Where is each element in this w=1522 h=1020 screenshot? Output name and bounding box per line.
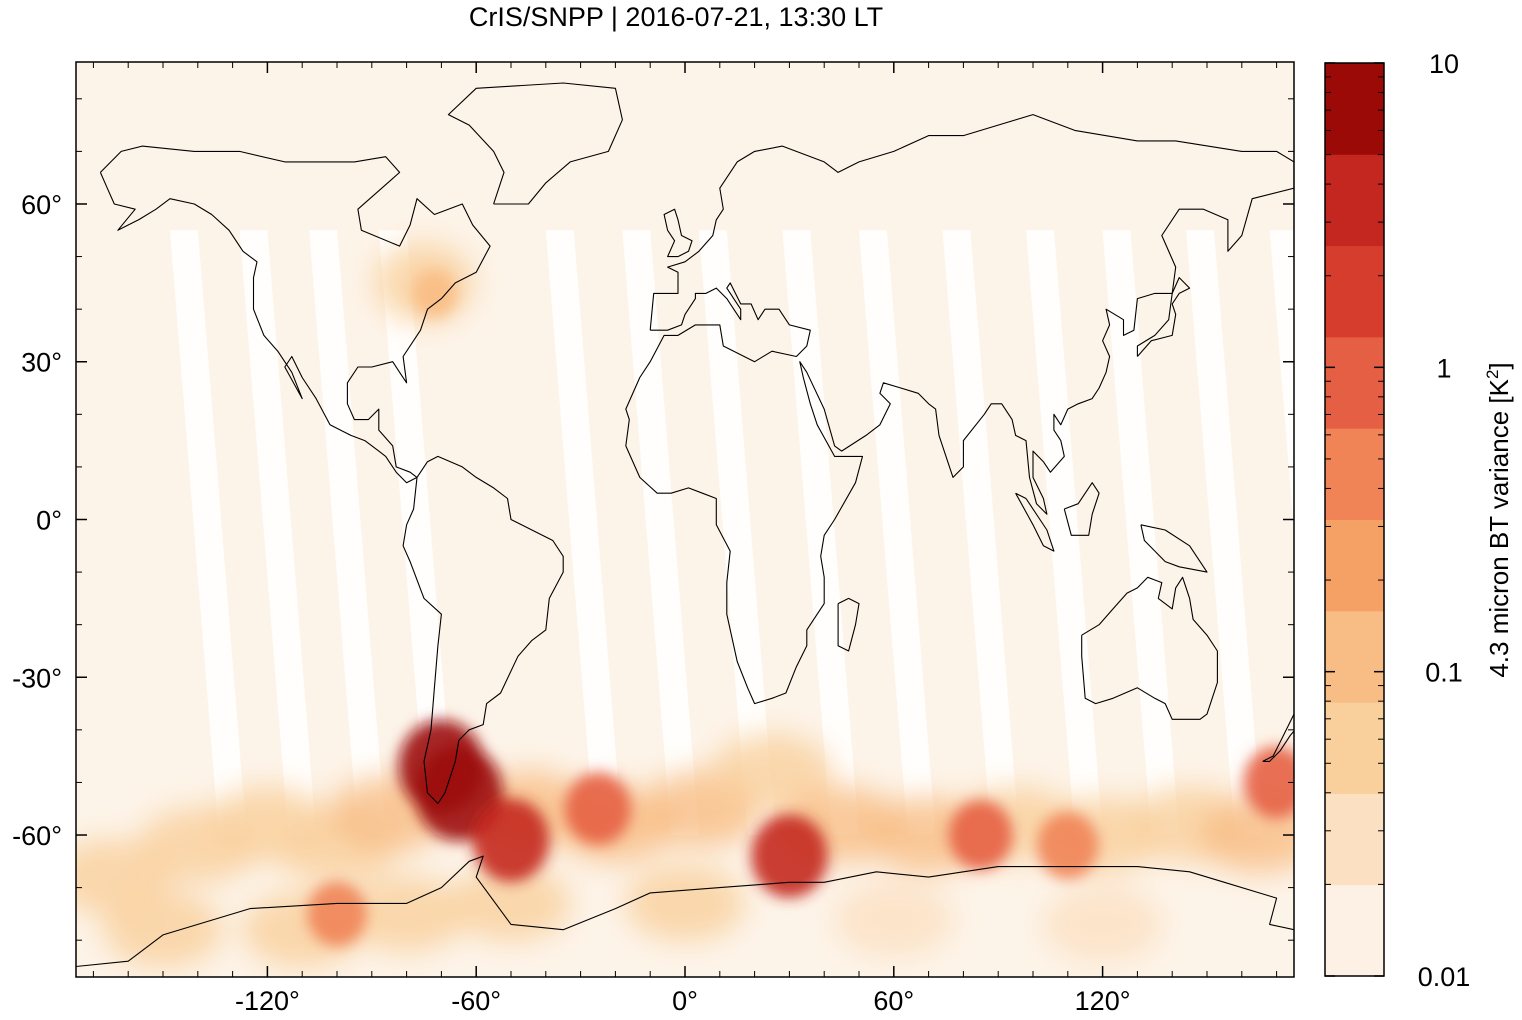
orbit-gaps: [169, 230, 1294, 836]
colorbar-frame: [1324, 62, 1385, 977]
x-tick-label: 60°: [873, 986, 914, 1016]
colorbar-segment: [1325, 336, 1384, 429]
coastline: [1015, 492, 1055, 552]
colorbar-segment: [1325, 702, 1384, 794]
x-tick-label: -120°: [235, 986, 300, 1016]
colorbar-ticks: [1325, 62, 1384, 977]
orbit-gap: [169, 230, 247, 836]
variance-hotspot: [412, 269, 457, 318]
belt-blob: [1042, 886, 1163, 963]
coastline: [402, 455, 564, 805]
orbit-gap: [622, 230, 699, 836]
colorbar-tick-label: 0.1: [1425, 658, 1463, 688]
x-tick-label: 120°: [1075, 986, 1131, 1016]
y-tick-label: -60°: [12, 821, 62, 851]
colorbar-segment: [1325, 610, 1384, 703]
colorbar-segment: [1325, 519, 1384, 612]
orbit-gap: [1186, 230, 1263, 836]
colorbar-tick-label: 0.01: [1418, 962, 1471, 992]
colorbar-labels: 10 1 0.1 0.01: [1418, 49, 1471, 992]
coastline: [1140, 524, 1208, 573]
colorbar-segment: [1325, 154, 1384, 247]
coastline: [1081, 576, 1218, 720]
map-axis-labels: -120° -60° 0° 60° 120° 60° 30° 0° -30° -60°: [12, 190, 1130, 1016]
orbit-gap: [545, 230, 623, 836]
coastlines: [76, 82, 1294, 968]
colorbar-segment: [1325, 884, 1384, 977]
belt-blob: [833, 881, 954, 958]
variance-hotspot: [307, 881, 367, 947]
colorbar-tick-label: 10: [1429, 49, 1459, 79]
colorbar-segment: [1325, 428, 1384, 520]
belt-blob: [712, 733, 832, 810]
colorbar-segment: [1325, 793, 1384, 886]
colorbar-segment: [1325, 245, 1384, 338]
map-panel: [76, 62, 1294, 977]
y-tick-label: 60°: [21, 190, 62, 220]
colorbar-tick-label: 1: [1436, 353, 1451, 383]
variance-hotspot: [565, 772, 631, 845]
variance-hotspot: [948, 800, 1013, 870]
orbit-gap: [1102, 230, 1180, 836]
map-axis-ticks: [76, 62, 1294, 977]
coastline: [447, 82, 623, 205]
orbit-gap: [698, 230, 776, 836]
coastline: [1262, 713, 1294, 762]
orbit-gap: [1269, 230, 1294, 533]
orbit-gap: [859, 230, 936, 836]
variance-hotspot: [1243, 746, 1294, 819]
variance-hotspot: [472, 798, 550, 883]
variance-hotspot: [398, 719, 485, 814]
belt-blob: [346, 875, 467, 952]
orbit-gap: [378, 230, 456, 836]
y-tick-label: 0°: [36, 506, 62, 536]
colorbar-title: 4.3 micron BT variance [K2]: [1483, 362, 1514, 677]
orbit-gap: [942, 230, 1020, 836]
chart-title: CrIS/SNPP | 2016-07-21, 13:30 LT: [468, 2, 884, 32]
variance-hotspot: [1037, 812, 1099, 879]
orbit-gap: [239, 230, 317, 836]
coastline: [837, 597, 860, 652]
orbit-gap: [782, 230, 859, 836]
coastline: [1136, 277, 1191, 357]
belt-blob: [103, 891, 223, 968]
orbit-gap: [309, 230, 386, 836]
coastline: [1063, 482, 1100, 536]
colorbar: [1325, 63, 1384, 977]
coastline: [99, 145, 491, 484]
x-tick-label: -60°: [451, 986, 501, 1016]
variance-hotspot: [751, 814, 828, 898]
coastline: [625, 114, 1294, 705]
y-tick-label: -30°: [12, 663, 62, 693]
coastline: [76, 855, 1294, 968]
x-tick-label: 0°: [672, 986, 698, 1016]
coastline: [663, 208, 693, 258]
belt-blob: [625, 865, 745, 942]
variance-hotspots: [307, 269, 1294, 947]
y-tick-label: 30°: [21, 348, 62, 378]
colorbar-segment: [1325, 63, 1384, 155]
